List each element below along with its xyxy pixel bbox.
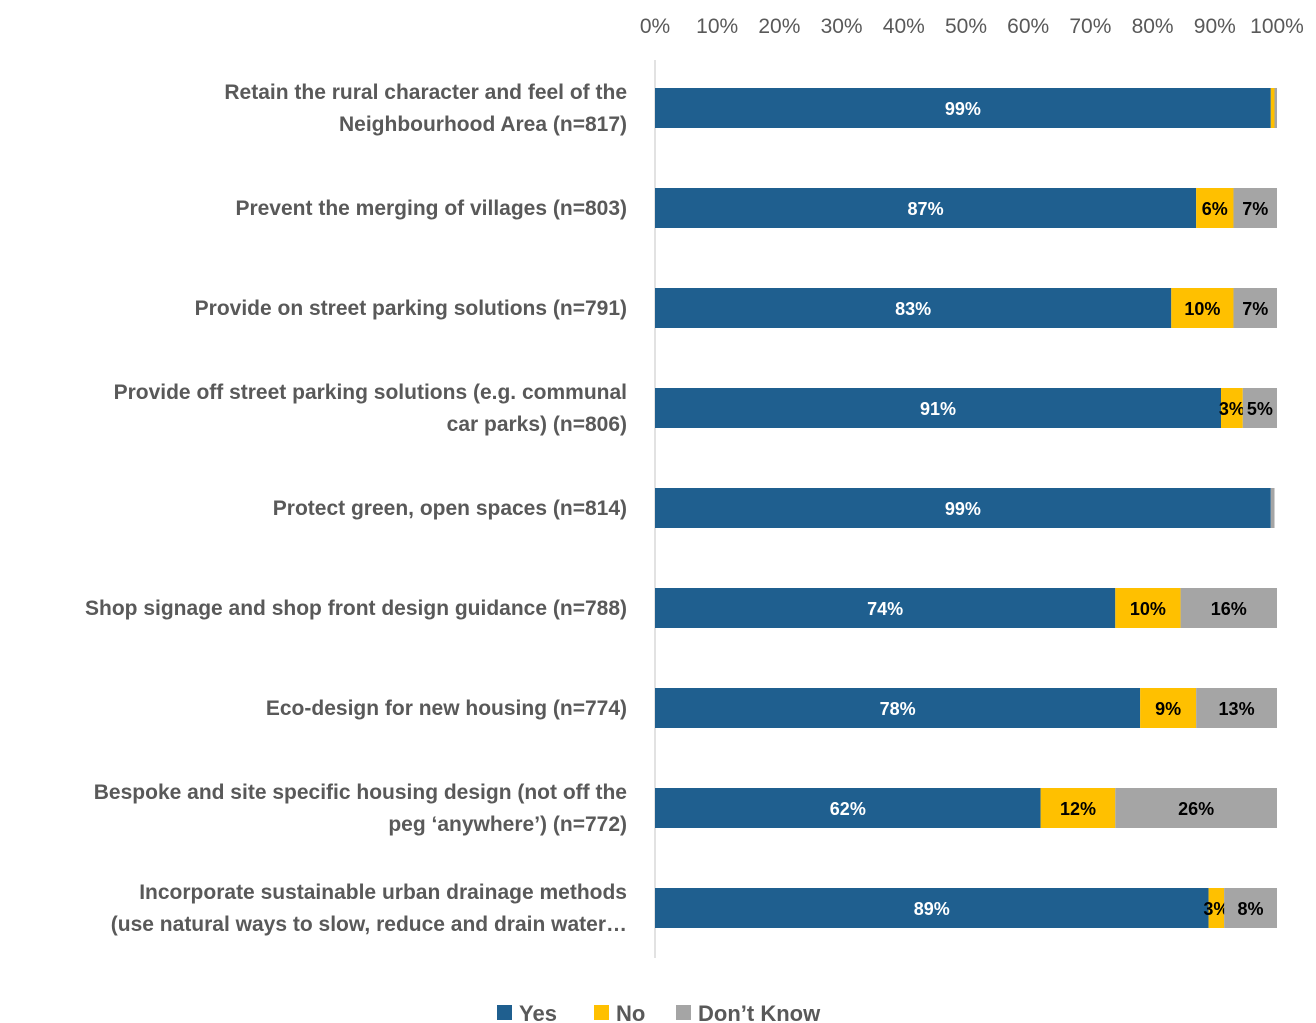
data-label: 26% [1178,799,1214,819]
data-label: 8% [1238,899,1264,919]
category-label: Eco-design for new housing (n=774) [266,697,627,720]
data-label: 3% [1203,899,1229,919]
category-label: Neighbourhood Area (n=817) [339,113,627,136]
bar-segment-don-t-know [1270,488,1275,528]
data-label: 7% [1242,299,1268,319]
bar-segment-don-t-know [1233,188,1277,228]
category-label: Shop signage and shop front design guida… [85,597,627,620]
bar-segment-no [1270,88,1275,128]
bar-segment-don-t-know [1196,688,1277,728]
data-label: 13% [1219,699,1255,719]
bar-segment-no [1221,388,1243,428]
bar-segment-no [1171,288,1234,328]
bar-segment-yes [655,488,1271,528]
legend-label: No [616,1001,645,1023]
bar-segment-no [1208,888,1225,928]
legend-swatch [497,1005,512,1020]
legend-label: Yes [519,1001,557,1023]
x-tick-label: 70% [1069,15,1111,38]
x-tick-label: 90% [1194,15,1236,38]
data-label: 6% [1202,199,1228,219]
x-tick-label: 40% [883,15,925,38]
bar-segment-no [1115,588,1181,628]
data-label: 87% [908,199,944,219]
x-tick-label: 20% [758,15,800,38]
data-label: 89% [914,899,950,919]
data-label: 62% [830,799,866,819]
data-label: 74% [867,599,903,619]
category-label: Protect green, open spaces (n=814) [273,497,627,520]
x-tick-label: 60% [1007,15,1049,38]
bar-segment-don-t-know [1224,888,1277,928]
bar-segment-no [1196,188,1234,228]
data-label: 99% [945,499,981,519]
bar-segment-yes [655,688,1141,728]
bar-segment-yes [655,188,1197,228]
data-label: 91% [920,399,956,419]
bars: 99%87% 6% 7%83% 10% 7%91% 3% 5%99%74% 10% 16%78%… [655,88,1277,928]
bar-segment-yes [655,588,1116,628]
bar-segment-don-t-know [1242,388,1277,428]
bar-segment-don-t-know [1115,788,1277,828]
data-label: 3% [1219,399,1245,419]
data-label: 12% [1060,799,1096,819]
category-label: Prevent the merging of villages (n=803) [235,197,627,220]
bar-segment-yes [655,88,1271,128]
data-label: 83% [895,299,931,319]
category-labels: Retain the rural character and feel of t… [85,81,627,936]
bar-segment-yes [655,388,1222,428]
bar-segment-yes [655,788,1041,828]
bar-segment-don-t-know [1233,288,1277,328]
data-label: 10% [1184,299,1220,319]
x-tick-label: 100% [1250,15,1304,38]
bar-segment-no [1140,688,1197,728]
category-label: Incorporate sustainable urban drainage m… [139,881,627,904]
category-label: Provide off street parking solutions (e.… [114,381,627,404]
data-label: 5% [1247,399,1273,419]
legend: Yes No Don’t Know [497,1001,821,1023]
x-axis-ticks: 0% 10% 20% 30% 40% 50% 60% 70% 80% 90% 100% [640,15,1304,38]
legend-label: Don’t Know [698,1001,821,1023]
bar-segment-don-t-know [1180,588,1277,628]
category-label: Provide on street parking solutions (n=7… [195,297,627,320]
data-label: 78% [880,699,916,719]
data-label: 7% [1242,199,1268,219]
x-tick-label: 50% [945,15,987,38]
bar-segment-yes [655,888,1209,928]
x-tick-label: 0% [640,15,670,38]
data-label: 99% [945,99,981,119]
legend-swatch [676,1005,691,1020]
data-label: 10% [1130,599,1166,619]
x-tick-label: 30% [821,15,863,38]
category-label: Bespoke and site specific housing design… [94,781,627,804]
data-label: 9% [1155,699,1181,719]
category-label: (use natural ways to slow, reduce and dr… [111,913,627,936]
category-label: car parks) (n=806) [447,413,627,436]
bar-segment-don-t-know [1274,88,1277,128]
legend-swatch [594,1005,609,1020]
x-tick-label: 80% [1132,15,1174,38]
bar-segment-yes [655,288,1172,328]
bar-segment-no [1040,788,1116,828]
category-label: Retain the rural character and feel of t… [224,81,627,104]
x-tick-label: 10% [696,15,738,38]
data-label: 16% [1211,599,1247,619]
category-label: peg ‘anywhere’) (n=772) [388,813,627,836]
